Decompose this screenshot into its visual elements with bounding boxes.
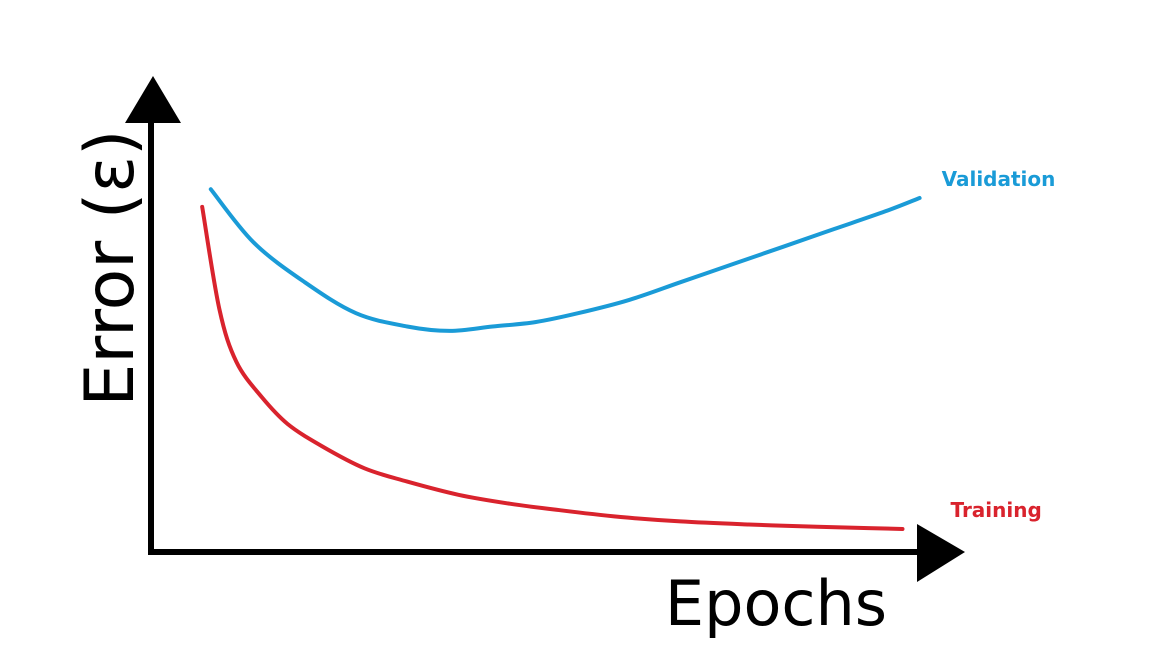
training-line <box>200 204 905 531</box>
series-layer: Validation Training <box>200 167 1056 531</box>
validation-line <box>208 187 922 333</box>
y-axis <box>125 76 181 553</box>
x-axis <box>148 524 965 582</box>
x-axis-arrow-icon <box>917 524 965 582</box>
training-label: Training <box>951 498 1042 522</box>
y-axis-arrow-icon <box>125 76 181 123</box>
validation-label: Validation <box>942 167 1056 191</box>
y-axis-label: Error (ε) <box>71 129 150 406</box>
x-axis-label: Epochs <box>665 567 887 640</box>
